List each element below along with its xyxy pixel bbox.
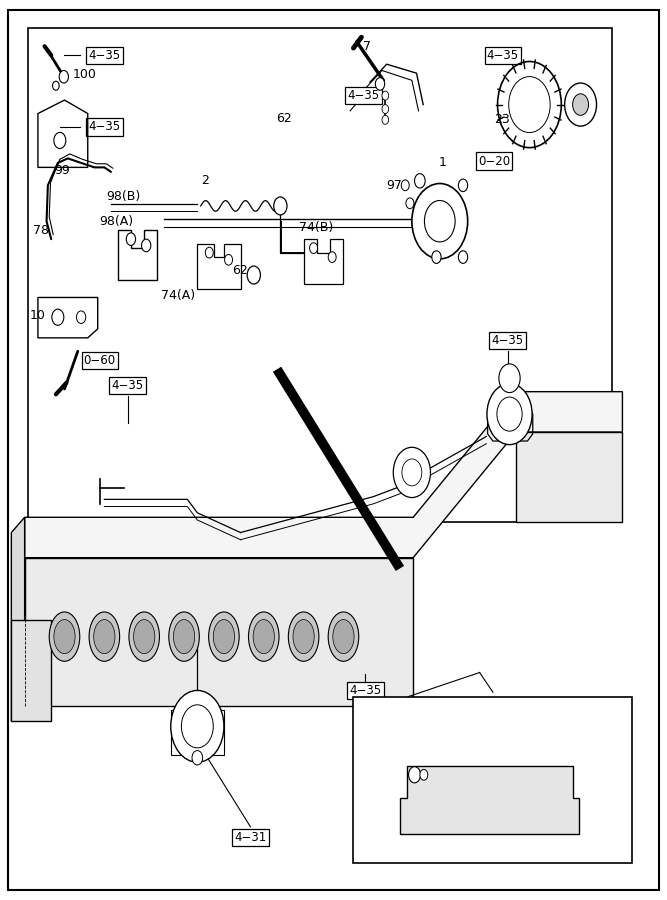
Circle shape [414, 174, 425, 188]
Ellipse shape [133, 619, 155, 653]
Text: 7: 7 [364, 40, 372, 53]
Text: 62: 62 [233, 264, 248, 277]
Text: 1: 1 [438, 157, 446, 169]
Text: 78: 78 [33, 224, 49, 237]
Polygon shape [25, 558, 414, 706]
Text: 37: 37 [382, 717, 398, 730]
Circle shape [205, 248, 213, 258]
Text: 97: 97 [387, 179, 402, 192]
Circle shape [458, 179, 468, 192]
Circle shape [382, 91, 389, 100]
Circle shape [458, 251, 468, 264]
Text: 4−35: 4−35 [111, 379, 143, 392]
Ellipse shape [213, 619, 235, 653]
Circle shape [141, 239, 151, 252]
Polygon shape [11, 518, 25, 721]
Bar [28, 28, 612, 522]
Circle shape [406, 198, 414, 209]
Ellipse shape [209, 612, 239, 662]
Ellipse shape [253, 619, 274, 653]
Text: 0−60: 0−60 [83, 354, 116, 367]
Text: 4−31: 4−31 [234, 831, 267, 844]
Circle shape [181, 705, 213, 748]
Circle shape [499, 364, 520, 392]
Circle shape [126, 233, 135, 246]
Circle shape [487, 383, 532, 445]
Bar [171, 710, 224, 755]
Text: 74(A): 74(A) [161, 289, 195, 302]
Bar [354, 697, 632, 863]
Text: 0−20: 0−20 [478, 155, 510, 167]
Ellipse shape [173, 619, 195, 653]
Circle shape [497, 397, 522, 431]
Circle shape [394, 447, 430, 498]
Ellipse shape [328, 612, 359, 662]
Text: 4−35: 4−35 [350, 684, 382, 697]
Ellipse shape [288, 612, 319, 662]
Circle shape [382, 115, 389, 124]
Circle shape [77, 310, 86, 323]
Text: 100: 100 [73, 68, 97, 82]
Circle shape [247, 266, 260, 284]
Text: 4−35: 4−35 [348, 89, 380, 102]
Circle shape [402, 180, 410, 191]
Circle shape [192, 751, 203, 765]
Circle shape [54, 132, 66, 148]
Circle shape [565, 83, 596, 126]
Circle shape [328, 252, 336, 263]
Text: 4−35: 4−35 [487, 49, 519, 62]
Circle shape [382, 104, 389, 113]
Circle shape [420, 770, 428, 780]
Text: 99: 99 [55, 164, 70, 176]
Circle shape [412, 184, 468, 259]
Polygon shape [400, 766, 579, 834]
Text: 4−35: 4−35 [492, 334, 524, 347]
Ellipse shape [333, 619, 354, 653]
Circle shape [409, 767, 420, 783]
Text: 98(B): 98(B) [106, 191, 141, 203]
Ellipse shape [249, 612, 279, 662]
Circle shape [225, 255, 233, 266]
Text: 10: 10 [29, 309, 45, 322]
Circle shape [309, 243, 317, 254]
Text: 4−35: 4−35 [88, 49, 121, 62]
Text: 4−35: 4−35 [544, 760, 576, 772]
Ellipse shape [293, 619, 314, 653]
Text: 23: 23 [494, 113, 510, 126]
Ellipse shape [94, 619, 115, 653]
Ellipse shape [129, 612, 159, 662]
Circle shape [573, 94, 588, 115]
Text: 98(A): 98(A) [99, 215, 134, 228]
Circle shape [59, 70, 69, 83]
Polygon shape [25, 392, 622, 558]
Text: 24: 24 [565, 104, 580, 117]
Circle shape [376, 77, 385, 90]
Text: 2: 2 [201, 175, 209, 187]
Text: 4−35: 4−35 [88, 121, 121, 133]
Text: 62: 62 [275, 112, 291, 124]
Ellipse shape [54, 619, 75, 653]
Ellipse shape [169, 612, 199, 662]
Text: 74(B): 74(B) [299, 221, 334, 234]
Circle shape [171, 690, 224, 762]
Circle shape [432, 251, 441, 264]
Ellipse shape [49, 612, 80, 662]
Circle shape [52, 309, 64, 325]
Polygon shape [11, 620, 51, 721]
Circle shape [53, 81, 59, 90]
Circle shape [273, 197, 287, 215]
Circle shape [402, 459, 422, 486]
Polygon shape [516, 432, 622, 522]
Ellipse shape [89, 612, 119, 662]
